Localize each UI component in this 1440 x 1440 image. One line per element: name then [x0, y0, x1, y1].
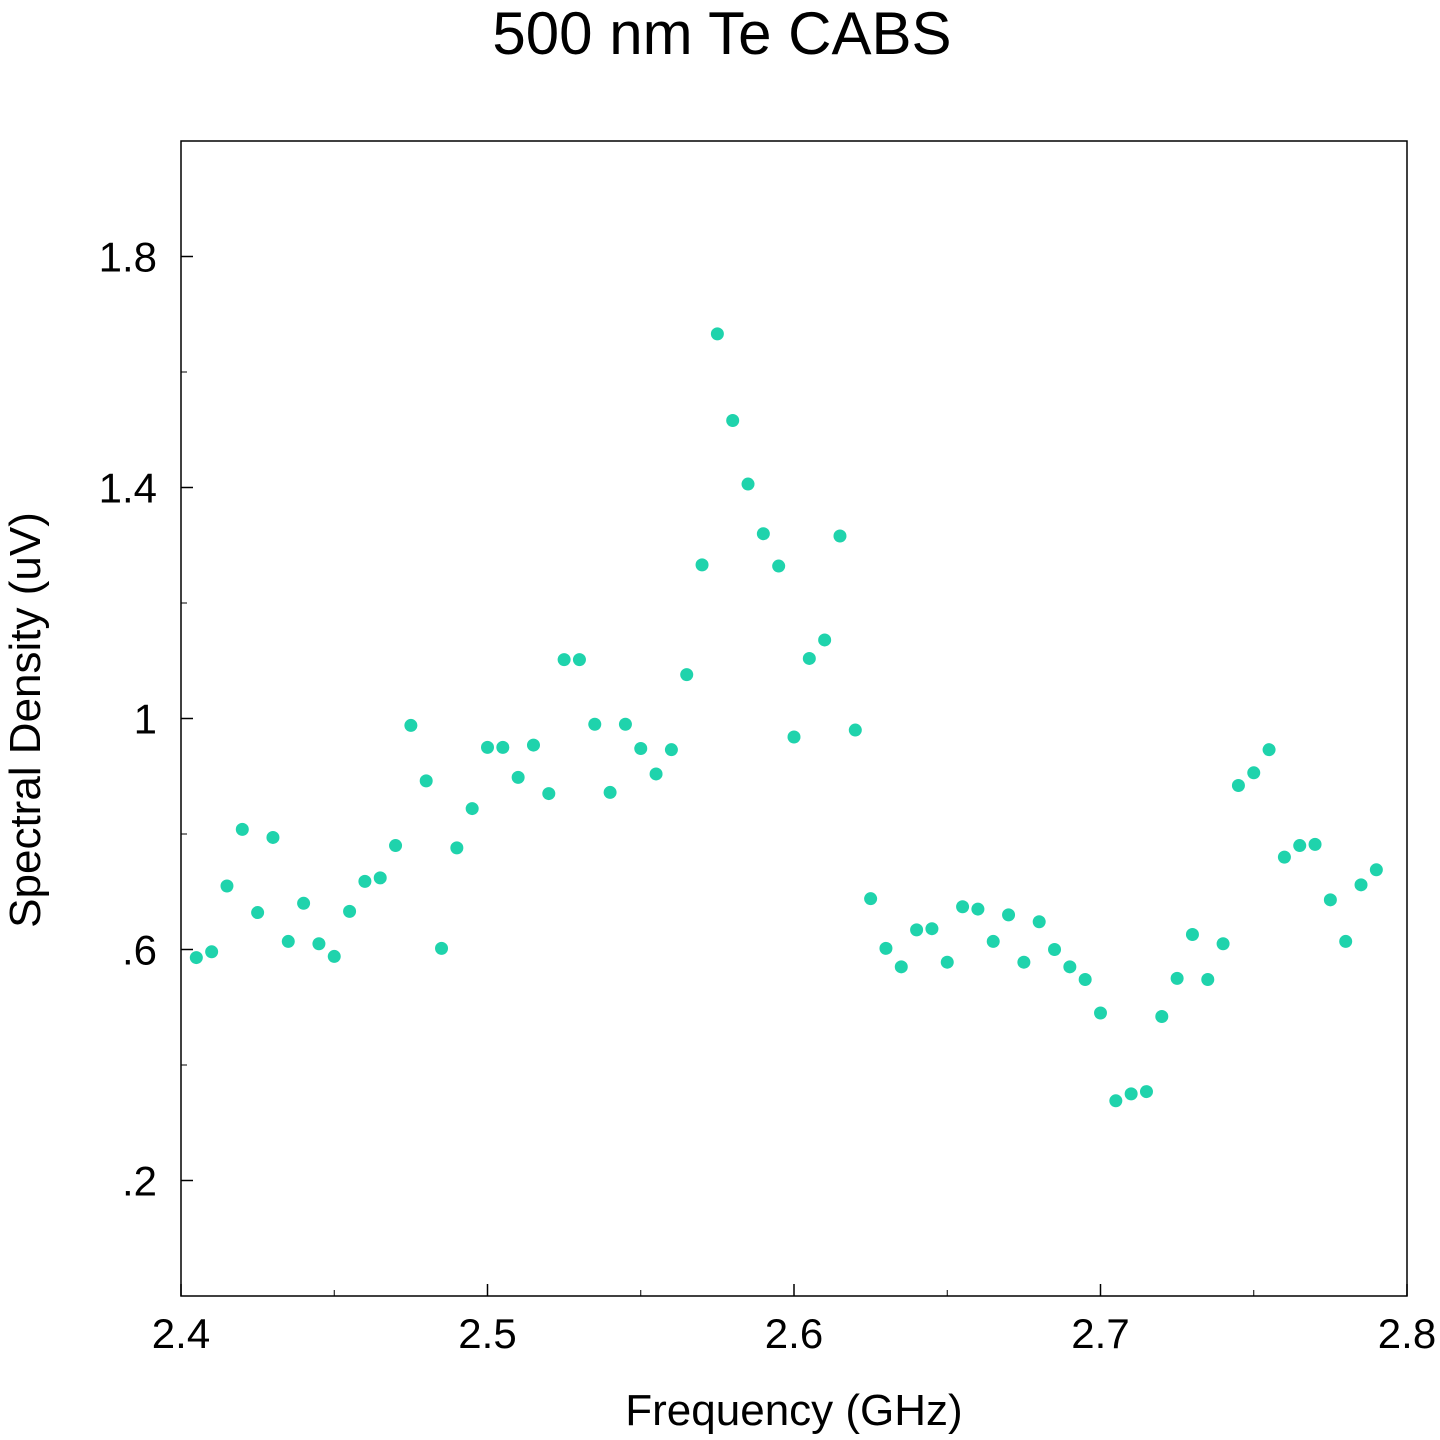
data-point — [1293, 839, 1307, 853]
data-point — [251, 906, 265, 920]
data-point — [1017, 955, 1031, 969]
data-point — [618, 717, 632, 731]
x-tick-label: 2.8 — [1378, 1310, 1436, 1357]
data-point — [1002, 908, 1016, 922]
data-point — [496, 740, 510, 754]
x-axis: 2.4 2.5 2.6 2.7 2.8 — [152, 1284, 1436, 1357]
data-point — [603, 785, 617, 799]
data-point — [1094, 1006, 1107, 1020]
data-point — [787, 730, 801, 744]
data-point — [1185, 927, 1199, 941]
data-point — [741, 477, 755, 491]
data-point — [205, 945, 219, 959]
data-point — [940, 955, 954, 969]
data-point — [726, 414, 740, 428]
data-point — [419, 774, 433, 788]
data-point — [1247, 766, 1261, 780]
plot-frame — [180, 140, 1408, 1297]
data-point — [956, 900, 970, 914]
data-point — [986, 934, 1000, 948]
data-point — [1369, 863, 1383, 877]
data-point — [389, 839, 403, 853]
data-point — [281, 934, 295, 948]
data-point — [1339, 934, 1353, 948]
y-tick-label: 1 — [134, 696, 157, 743]
y-axis-label: Spectral Density (uV) — [1, 512, 50, 928]
data-point — [542, 787, 556, 801]
data-point — [833, 529, 847, 543]
data-point — [404, 718, 418, 732]
y-tick-label: .2 — [122, 1158, 157, 1205]
x-tick-label: 2.4 — [152, 1310, 210, 1357]
x-tick-label: 2.5 — [458, 1310, 516, 1357]
data-point — [680, 668, 694, 682]
data-point — [1048, 943, 1062, 956]
data-point — [220, 879, 234, 893]
data-point — [1139, 1085, 1153, 1099]
data-point — [1262, 743, 1276, 757]
data-point — [802, 651, 816, 665]
data-point — [772, 559, 786, 573]
y-tick-label: 1.8 — [99, 234, 157, 281]
data-point — [358, 874, 372, 888]
data-point — [1231, 778, 1245, 792]
data-point — [848, 723, 862, 737]
data-point — [526, 738, 540, 752]
data-point — [511, 770, 525, 784]
data-point — [235, 822, 249, 836]
data-point — [634, 742, 648, 756]
data-point — [1078, 973, 1092, 987]
data-point — [1216, 937, 1230, 951]
data-point — [864, 892, 878, 906]
y-tick-label: 1.4 — [99, 465, 157, 512]
data-point — [664, 743, 678, 757]
y-tick-label: .6 — [122, 927, 157, 974]
data-point — [343, 904, 357, 918]
data-point — [879, 941, 893, 955]
data-point — [266, 830, 280, 844]
data-point — [894, 960, 908, 974]
data-points — [189, 327, 1383, 1108]
data-point — [1063, 960, 1077, 974]
data-point — [1354, 878, 1368, 892]
data-point — [710, 327, 724, 341]
data-point — [297, 896, 311, 910]
data-point — [756, 527, 770, 541]
data-point — [189, 951, 203, 965]
data-point — [1170, 971, 1184, 985]
data-point — [1032, 915, 1046, 929]
data-point — [649, 767, 663, 781]
data-point — [695, 558, 709, 572]
data-point — [1308, 837, 1322, 851]
data-point — [1155, 1009, 1169, 1023]
x-tick-label: 2.6 — [765, 1310, 823, 1357]
x-axis-label: Frequency (GHz) — [625, 1386, 962, 1435]
data-point — [327, 949, 341, 963]
data-point — [1323, 893, 1337, 907]
data-point — [1277, 850, 1291, 864]
x-tick-label: 2.7 — [1071, 1310, 1129, 1357]
data-point — [572, 653, 586, 667]
data-point — [435, 941, 449, 955]
data-point — [925, 922, 939, 936]
data-point — [588, 717, 602, 731]
chart-title: 500 nm Te CABS — [492, 0, 951, 67]
data-point — [1109, 1094, 1123, 1108]
data-point — [557, 653, 571, 667]
data-point — [312, 937, 326, 951]
data-point — [818, 633, 832, 647]
y-axis: .2 .6 1 1.4 1.8 — [99, 234, 193, 1205]
data-point — [1124, 1087, 1138, 1101]
data-point — [465, 802, 479, 816]
data-point — [481, 740, 494, 754]
data-point — [971, 902, 985, 916]
data-point — [910, 923, 924, 937]
data-point — [450, 841, 464, 855]
data-point — [373, 871, 387, 885]
data-point — [1201, 973, 1215, 987]
